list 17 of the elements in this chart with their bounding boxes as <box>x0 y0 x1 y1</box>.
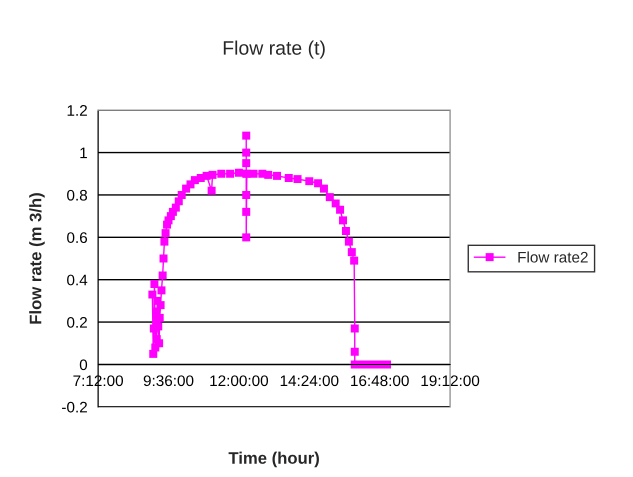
chart-title: Flow rate (t) <box>224 40 325 59</box>
x-tick-label: 19:12:00 <box>421 375 480 386</box>
y-tick-label: 0.8 <box>67 190 88 201</box>
y-tick-label: 1 <box>80 148 87 158</box>
y-tick-label: 1.2 <box>68 105 87 116</box>
y-tick-label: -0.2 <box>62 402 87 413</box>
x-tick-label: 16:48:00 <box>351 375 409 386</box>
y-tick-label: 0.4 <box>67 274 88 286</box>
y-tick-label: 0.6 <box>67 232 88 244</box>
x-tick-label: 14:24:00 <box>280 375 338 386</box>
y-axis-title: Flow rate (m 3/h) <box>29 193 45 324</box>
legend-label: Flow rate2 <box>518 251 588 263</box>
y-tick-label: 0 <box>80 359 88 370</box>
x-tick-label: 12:00:00 <box>210 375 268 386</box>
x-tick-label: 9:36:00 <box>144 375 194 386</box>
y-tick-label: 0.2 <box>67 316 87 328</box>
x-axis-title: Time (hour) <box>228 452 319 468</box>
